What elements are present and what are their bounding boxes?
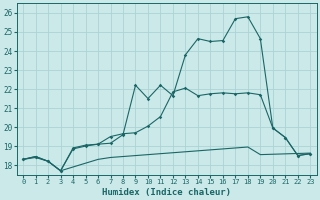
- X-axis label: Humidex (Indice chaleur): Humidex (Indice chaleur): [102, 188, 231, 197]
